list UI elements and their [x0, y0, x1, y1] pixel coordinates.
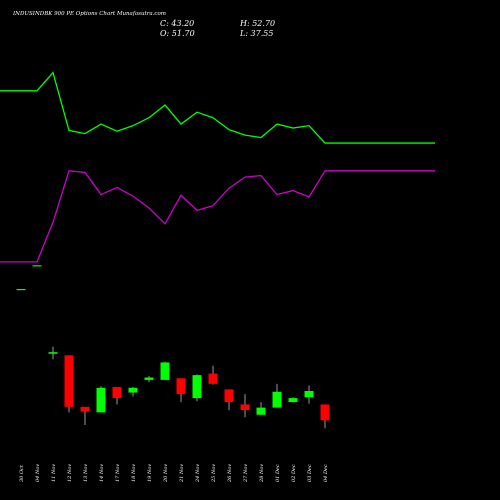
x-tick-label: 24 Nov	[195, 464, 201, 483]
candle-14-nov	[96, 386, 106, 413]
candles	[16, 265, 330, 429]
candle-21-nov	[176, 378, 186, 403]
x-tick-label: 17 Nov	[115, 464, 121, 482]
candle-04-nov	[32, 265, 42, 267]
x-tick-label: 18 Nov	[131, 464, 137, 482]
candle-20-nov	[160, 361, 170, 380]
candle-12-nov	[64, 355, 74, 413]
candle-body	[96, 387, 106, 413]
x-tick-label: 01 Dec	[275, 464, 281, 482]
candle-01-dec	[272, 383, 282, 408]
candle-03-dec	[304, 385, 314, 404]
candle-02-dec	[288, 397, 298, 403]
candle-13-nov	[80, 406, 90, 426]
x-tick-label: 02 Dec	[291, 464, 297, 482]
magenta-line-series	[0, 170, 435, 263]
candle-11-nov	[48, 346, 58, 360]
candle-28-nov	[256, 402, 266, 415]
x-tick-label: 27 Nov	[243, 464, 249, 483]
x-tick-label: 11 Nov	[51, 464, 57, 482]
x-axis: 30 Oct 04 Nov 11 Nov 12 Nov 13 Nov 14 Nov 17 N…	[19, 464, 329, 483]
candle-25-nov	[208, 365, 218, 385]
high-readout: H: 52.70	[240, 19, 276, 28]
candle-24-nov	[192, 374, 202, 402]
candle-body	[144, 377, 154, 380]
candle-body	[240, 404, 250, 410]
candle-body	[256, 407, 266, 415]
candle-18-nov	[128, 387, 138, 397]
x-tick-label: 25 Nov	[211, 464, 217, 483]
candle-body	[128, 387, 138, 393]
candle-body	[16, 289, 26, 291]
chart-title: INDUSINDBK 900 PE Options Chart Munafasu…	[13, 11, 166, 17]
candle-17-nov	[112, 387, 122, 405]
x-tick-label: 04 Dec	[323, 464, 329, 482]
x-tick-label: 26 Nov	[227, 464, 233, 483]
close-readout: C: 43.20	[160, 19, 195, 28]
x-tick-label: 12 Nov	[67, 464, 73, 482]
candle-body	[176, 378, 186, 395]
candle-body	[224, 389, 234, 403]
candle-body	[48, 352, 58, 354]
candle-body	[112, 387, 122, 399]
x-tick-label: 21 Nov	[179, 464, 185, 483]
candle-body	[288, 398, 298, 403]
candle-body	[304, 390, 314, 398]
x-tick-label: 03 Dec	[307, 464, 313, 482]
candle-body	[192, 375, 202, 399]
candle-body	[80, 406, 90, 412]
low-readout: L: 37.55	[240, 29, 274, 38]
candle-body	[208, 373, 218, 384]
candle-19-nov	[144, 375, 154, 383]
candle-body	[272, 391, 282, 408]
x-tick-label: 04 Nov	[35, 464, 41, 482]
x-tick-label: 28 Nov	[259, 464, 265, 483]
candle-30-oct	[16, 289, 26, 291]
x-tick-label: 14 Nov	[99, 464, 105, 482]
green-line-series	[0, 71, 435, 144]
candle-27-nov	[240, 394, 250, 418]
candle-body	[320, 404, 330, 421]
candle-body	[64, 355, 74, 407]
x-tick-label: 19 Nov	[147, 464, 153, 482]
candle-26-nov	[224, 389, 234, 410]
indicator-lines	[0, 71, 435, 263]
candle-body	[32, 265, 42, 267]
candle-04-dec	[320, 404, 330, 429]
candle-body	[160, 362, 170, 380]
x-tick-label: 13 Nov	[83, 464, 89, 482]
open-readout: O: 51.70	[160, 29, 195, 38]
x-tick-label: 30 Oct	[19, 464, 25, 482]
x-tick-label: 20 Nov	[163, 464, 169, 483]
